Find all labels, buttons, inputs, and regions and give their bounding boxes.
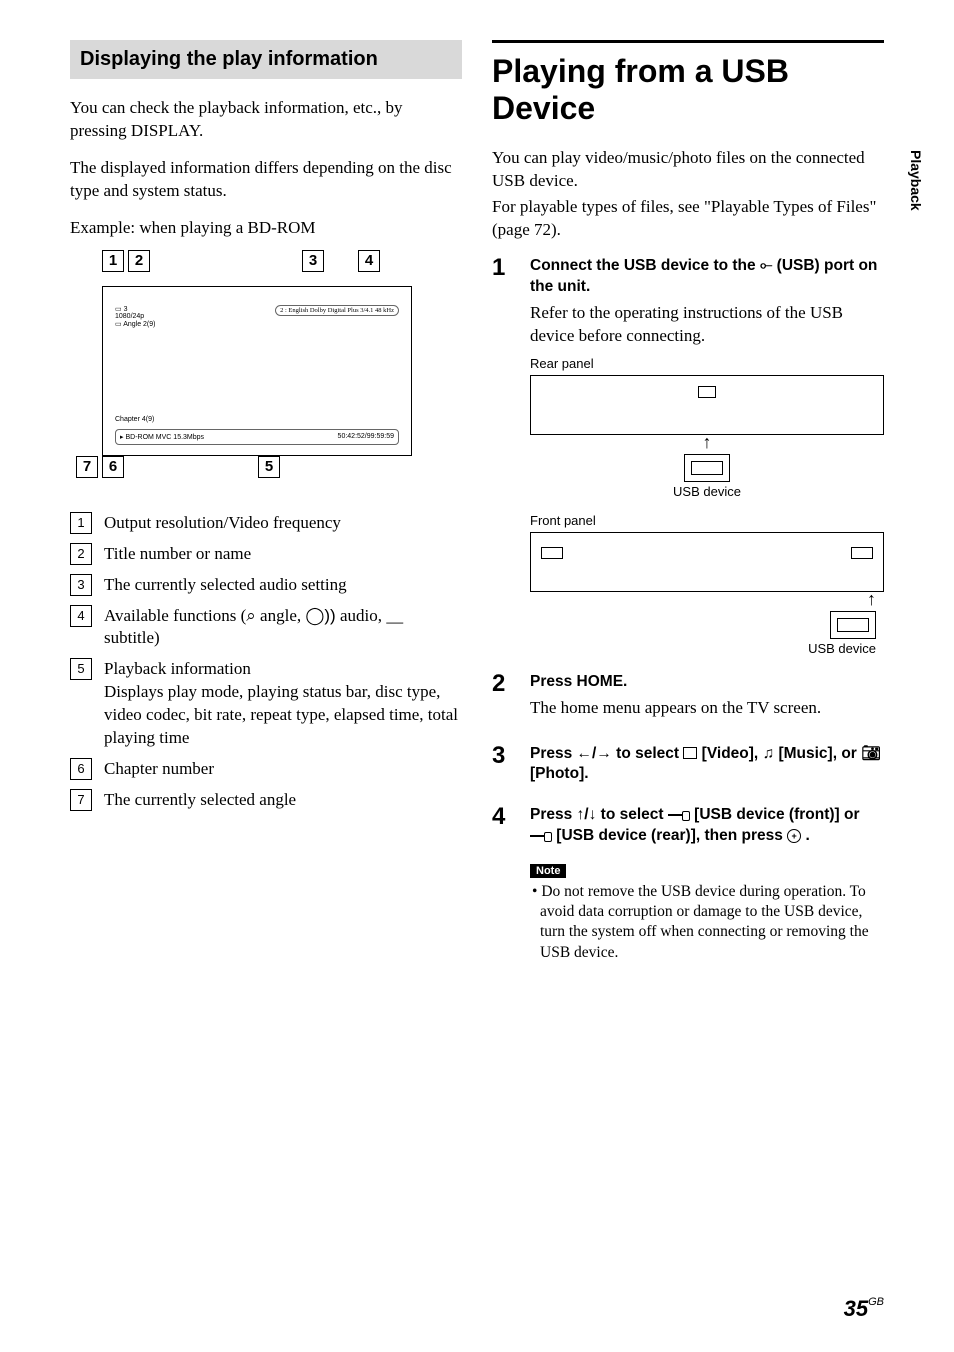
- page-number: 35GB: [844, 1296, 884, 1322]
- callout-4: 4: [358, 250, 380, 272]
- usb-block-rear: ↑ USB device: [530, 435, 884, 499]
- step-body: Press HOME. The home menu appears on the…: [530, 672, 884, 728]
- fig-bottom-left: ▸ BD-ROM MVC 15.3Mbps: [120, 433, 204, 441]
- step-title: Press HOME.: [530, 672, 884, 693]
- step-4: 4 Press ↑/↓ to select [USB device (front…: [492, 805, 884, 962]
- callouts-top: 1 2 3 4: [102, 250, 412, 278]
- legend-item-7: 7 The currently selected angle: [70, 789, 462, 812]
- step-text: The home menu appears on the TV screen.: [530, 697, 884, 720]
- callout-3: 3: [302, 250, 324, 272]
- page-number-value: 35: [844, 1296, 868, 1321]
- legend-num: 3: [70, 574, 92, 596]
- intro-text-1: You can check the playback information, …: [70, 97, 462, 143]
- fig-status-bar: ▸ BD-ROM MVC 15.3Mbps 50:42:52/99:59:59: [115, 429, 399, 445]
- step-title: Press ←/→ to select [Video], ♫ [Music], …: [530, 744, 884, 786]
- callout-7: 7: [76, 456, 98, 478]
- step-title: Press ↑/↓ to select [USB device (front)]…: [530, 805, 884, 847]
- note-badge: Note: [530, 864, 566, 878]
- main-heading: Playing from a USB Device: [492, 40, 884, 127]
- usb-device-icon: [830, 611, 876, 639]
- page: Displaying the play information You can …: [0, 0, 954, 979]
- usb-device-icon: [684, 454, 730, 482]
- callout-1: 1: [102, 250, 124, 272]
- legend-text: Output resolution/Video frequency: [104, 512, 462, 535]
- left-column: Displaying the play information You can …: [70, 40, 462, 979]
- legend-num: 5: [70, 658, 92, 680]
- step-body: Press ←/→ to select [Video], ♫ [Music], …: [530, 744, 884, 790]
- step-body: Connect the USB device to the ⟜ (USB) po…: [530, 256, 884, 655]
- step-num: 2: [492, 672, 516, 728]
- fig-audio-pill: 2 : English Dolby Digital Plus 3/4.1 48 …: [275, 305, 399, 316]
- usb-device-label: USB device: [808, 641, 876, 656]
- legend-text: Chapter number: [104, 758, 462, 781]
- rear-panel-label: Rear panel: [530, 356, 884, 371]
- fig-bottom-right: 50:42:52/99:59:59: [338, 433, 394, 441]
- legend-num: 1: [70, 512, 92, 534]
- callout-5: 5: [258, 456, 280, 478]
- legend-list: 1 Output resolution/Video frequency 2 Ti…: [70, 512, 462, 812]
- step-body: Press ↑/↓ to select [USB device (front)]…: [530, 805, 884, 962]
- legend-item-2: 2 Title number or name: [70, 543, 462, 566]
- audio-icon: ◯)): [305, 606, 335, 625]
- usb-symbol-icon: ⟜: [760, 257, 772, 274]
- right-intro-1: You can play video/music/photo files on …: [492, 147, 884, 193]
- front-panel-figure: [530, 532, 884, 592]
- legend-item-5: 5 Playback informationDisplays play mode…: [70, 658, 462, 750]
- photo-icon: 📷︎: [861, 745, 881, 762]
- enter-icon: +: [787, 829, 801, 843]
- legend-item-4: 4 Available functions (⌕ angle, ◯)) audi…: [70, 605, 462, 651]
- legend-item-6: 6 Chapter number: [70, 758, 462, 781]
- right-intro-2: For playable types of files, see "Playab…: [492, 196, 884, 242]
- usb-block-front: ↑ USB device: [530, 592, 884, 656]
- legend-text: The currently selected audio setting: [104, 574, 462, 597]
- example-line: Example: when playing a BD-ROM: [70, 217, 462, 240]
- legend-text: The currently selected angle: [104, 789, 462, 812]
- fig-angle: Angle 2(9): [123, 321, 155, 328]
- step-text: Refer to the operating instructions of t…: [530, 302, 884, 348]
- usb-device-label: USB device: [673, 484, 741, 499]
- angle-icon: ⌕: [246, 606, 256, 625]
- rear-panel-figure: [530, 375, 884, 435]
- fig-chapter: Chapter 4(9): [115, 416, 154, 423]
- legend-text: Title number or name: [104, 543, 462, 566]
- legend-num: 7: [70, 789, 92, 811]
- arrow-up-icon: ↑: [703, 437, 712, 448]
- step-3: 3 Press ←/→ to select [Video], ♫ [Music]…: [492, 744, 884, 790]
- legend-item-1: 1 Output resolution/Video frequency: [70, 512, 462, 535]
- osd-figure: ▭ 3 1080/24p ▭ Angle 2(9) 2 : English Do…: [102, 286, 412, 456]
- music-icon: ♫: [763, 745, 775, 762]
- fig-title-num: 3: [124, 306, 128, 313]
- intro-text-2: The displayed information differs depend…: [70, 157, 462, 203]
- callout-2: 2: [128, 250, 150, 272]
- front-panel-label: Front panel: [530, 513, 884, 528]
- step-num: 4: [492, 805, 516, 962]
- step-num: 1: [492, 256, 516, 655]
- step-title: Connect the USB device to the ⟜ (USB) po…: [530, 256, 884, 298]
- legend-text: Available functions (⌕ angle, ◯)) audio,…: [104, 605, 462, 651]
- arrow-up-icon: ↑: [867, 594, 876, 605]
- section-heading: Displaying the play information: [70, 40, 462, 79]
- side-tab: Playback: [908, 150, 924, 211]
- legend-num: 2: [70, 543, 92, 565]
- step-1: 1 Connect the USB device to the ⟜ (USB) …: [492, 256, 884, 655]
- legend-text: Playback informationDisplays play mode, …: [104, 658, 462, 750]
- step-num: 3: [492, 744, 516, 790]
- page-number-suffix: GB: [868, 1296, 884, 1308]
- legend-item-3: 3 The currently selected audio setting: [70, 574, 462, 597]
- usb-icon: [530, 831, 552, 841]
- legend-num: 4: [70, 605, 92, 627]
- right-column: Playing from a USB Device You can play v…: [492, 40, 884, 979]
- legend-num: 6: [70, 758, 92, 780]
- subtitle-icon: ⸏: [386, 606, 403, 625]
- callouts-bottom: 7 6 5: [70, 456, 412, 484]
- callout-6: 6: [102, 456, 124, 478]
- note-text: • Do not remove the USB device during op…: [530, 882, 884, 963]
- usb-icon: [668, 810, 690, 820]
- video-icon: [683, 747, 697, 759]
- step-2: 2 Press HOME. The home menu appears on t…: [492, 672, 884, 728]
